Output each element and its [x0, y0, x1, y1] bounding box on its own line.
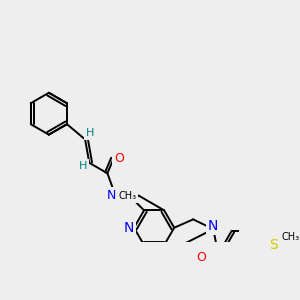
Text: N: N [208, 219, 218, 233]
Text: NH: NH [107, 189, 126, 202]
Text: N: N [124, 221, 134, 235]
Text: CH₃: CH₃ [281, 232, 300, 242]
Text: S: S [269, 238, 278, 252]
Text: O: O [196, 251, 206, 264]
Text: H: H [86, 128, 94, 138]
Text: H: H [79, 161, 87, 171]
Text: O: O [114, 152, 124, 165]
Text: CH₃: CH₃ [118, 191, 136, 201]
